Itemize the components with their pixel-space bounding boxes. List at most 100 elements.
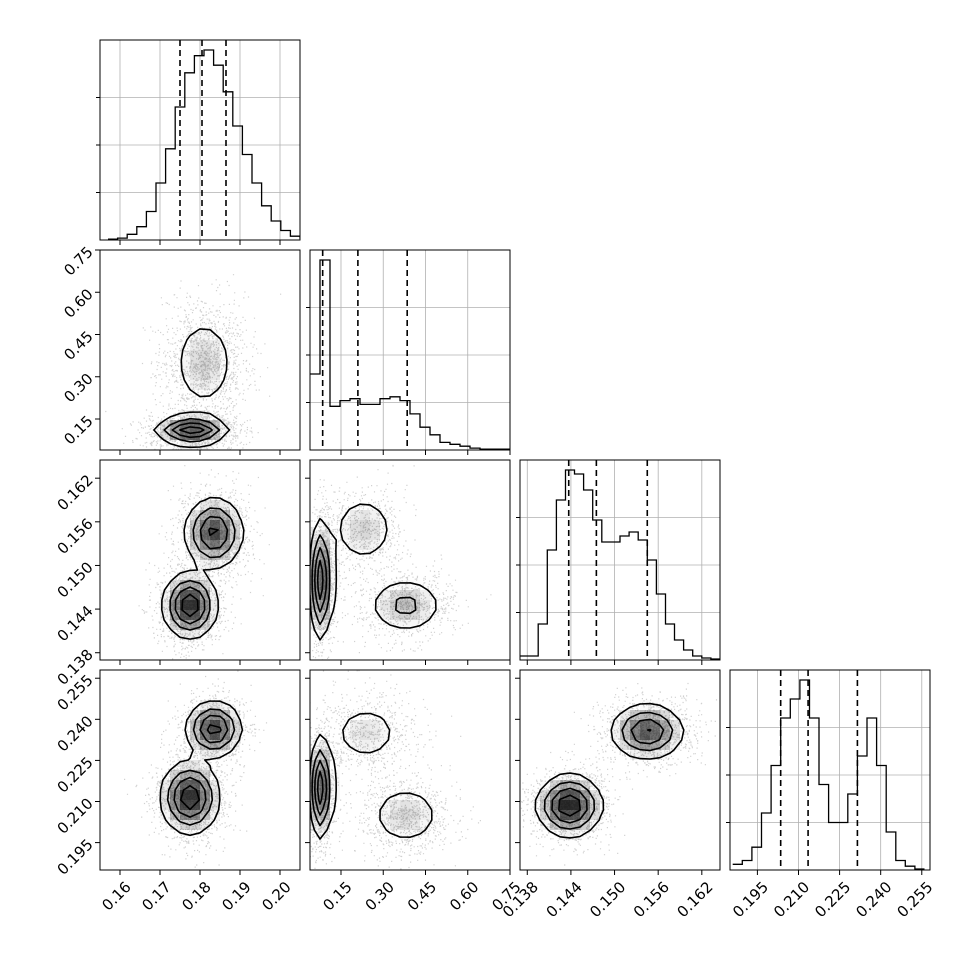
density-cell (400, 580, 410, 590)
panel-3-1 (310, 670, 481, 870)
density-cell (550, 820, 560, 830)
density-cell (180, 570, 190, 580)
density-cell (340, 530, 350, 540)
density-cell (190, 780, 200, 790)
panel-content (124, 670, 268, 868)
y-tick-label: 0.162 (54, 471, 97, 514)
density-cell (310, 550, 320, 560)
contour-level-3 (179, 426, 205, 435)
density-cell (590, 810, 600, 820)
density-cell (180, 420, 190, 430)
density-cell (200, 350, 210, 360)
density-cell (560, 830, 570, 840)
density-cell (560, 770, 570, 780)
density-cell (200, 760, 210, 770)
density-cell (670, 740, 680, 750)
density-cell (400, 790, 410, 800)
density-cell (340, 730, 350, 740)
density-cell (580, 790, 590, 800)
density-cell (580, 780, 590, 790)
density-cell (210, 800, 220, 810)
density-cell (180, 590, 190, 600)
x-tick-label: 0.60 (446, 878, 482, 914)
density-cell (310, 770, 320, 780)
histogram-steps (732, 679, 925, 870)
density-cell (350, 520, 360, 530)
y-tick-label: 0.30 (60, 370, 96, 406)
density-cell (590, 790, 600, 800)
density-cell (160, 810, 170, 820)
contour-level-2 (551, 718, 665, 824)
density-cell (180, 440, 190, 450)
density-cell (200, 440, 210, 450)
x-tick-label: 0.195 (729, 878, 772, 921)
density-cell (190, 710, 200, 720)
density-cell (540, 790, 550, 800)
contour-level-0 (310, 503, 437, 641)
panel-content (105, 274, 282, 450)
density-cell (160, 790, 170, 800)
density-cell (190, 440, 200, 450)
density-cell (560, 820, 570, 830)
density-cell (200, 820, 210, 830)
density-cell (670, 720, 680, 730)
density-cell (200, 720, 210, 730)
density-cell (200, 770, 210, 780)
contour-level-0 (534, 702, 685, 839)
density-cell (310, 820, 320, 830)
density-cell (180, 760, 190, 770)
density-cell (210, 610, 220, 620)
density-cell (170, 430, 180, 440)
density-cell (640, 710, 650, 720)
contour-level-0 (161, 496, 245, 640)
density-cell (220, 700, 230, 710)
panel-frame-3-1 (309, 669, 511, 871)
density-cell (370, 520, 380, 530)
contour-level-3 (558, 728, 652, 817)
density-cell (310, 600, 320, 610)
density-cell (180, 790, 190, 800)
contour-level-3 (316, 770, 324, 805)
density-cell (320, 570, 330, 580)
density-cell (320, 750, 330, 760)
density-cell (580, 800, 590, 810)
density-cell (180, 820, 190, 830)
density-cell (650, 720, 660, 730)
x-tick-label: 0.210 (770, 878, 813, 921)
density-cell (560, 800, 570, 810)
density-cell (420, 810, 430, 820)
density-cell (390, 810, 400, 820)
x-tick-label: 0.16 (98, 878, 134, 914)
density-cell (200, 530, 210, 540)
density-cell (390, 820, 400, 830)
histogram-steps (108, 49, 300, 240)
density-cell (190, 620, 200, 630)
density-cell (580, 810, 590, 820)
density-cell (160, 600, 170, 610)
density-cell (320, 600, 330, 610)
histogram-panel-2 (516, 460, 720, 660)
density-cell (320, 800, 330, 810)
density-cell (210, 790, 220, 800)
density-cell (180, 600, 190, 610)
density-cell (210, 560, 220, 570)
density-cell (560, 780, 570, 790)
density-cell (310, 590, 320, 600)
density-cell (210, 520, 220, 530)
panel-frame-3-2 (519, 669, 721, 871)
density-cell (320, 530, 330, 540)
density-cell (360, 720, 370, 730)
contour-level-2 (314, 547, 328, 613)
y-tick-label: 0.195 (54, 836, 97, 879)
density-cell (200, 730, 210, 740)
density-cell (200, 380, 210, 390)
density-cell (570, 820, 580, 830)
density-cell (380, 610, 390, 620)
density-cell (390, 800, 400, 810)
density-cell (360, 730, 370, 740)
x-tick-label: 0.240 (852, 878, 895, 921)
density-cell (170, 590, 180, 600)
panel-2-1 (310, 464, 492, 660)
density-cell (190, 510, 200, 520)
